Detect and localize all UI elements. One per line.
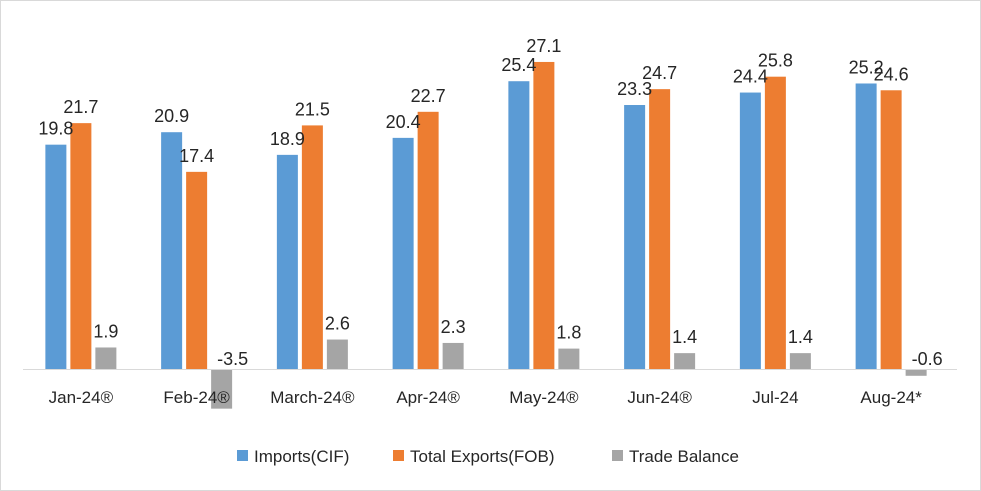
data-label-imports-cif-march-24: 18.9 [270, 129, 305, 149]
bar-trade-balance-may-24 [558, 348, 580, 369]
bar-trade-balance-jan-24 [95, 347, 117, 369]
data-label-imports-cif-jan-24: 19.8 [38, 119, 73, 139]
legend-swatch-total-exports-fob [393, 450, 404, 461]
bar-imports-cif-may-24 [508, 81, 530, 369]
data-label-trade-balance-jan-24: 1.9 [93, 321, 118, 341]
data-label-total-exports-fob-march-24: 21.5 [295, 99, 330, 119]
data-label-trade-balance-apr-24: 2.3 [441, 317, 466, 337]
data-label-trade-balance-aug-24: -0.6 [912, 349, 943, 369]
bars-layer [45, 61, 927, 409]
data-label-total-exports-fob-jun-24: 24.7 [642, 63, 677, 83]
bar-imports-cif-jul-24 [739, 92, 761, 369]
bar-imports-cif-aug-24 [855, 83, 877, 369]
bar-trade-balance-feb-24 [211, 369, 233, 409]
category-label-aug-24: Aug-24* [860, 388, 922, 407]
bar-imports-cif-jan-24 [45, 144, 67, 369]
bar-trade-balance-apr-24 [442, 342, 464, 369]
data-label-total-exports-fob-apr-24: 22.7 [411, 86, 446, 106]
bar-total-exports-fob-jan-24 [70, 123, 92, 369]
data-label-imports-cif-jun-24: 23.3 [617, 79, 652, 99]
data-label-total-exports-fob-feb-24: 17.4 [179, 146, 214, 166]
data-label-total-exports-fob-jan-24: 21.7 [63, 97, 98, 117]
legend-swatch-trade-balance [612, 450, 623, 461]
bar-trade-balance-jun-24 [674, 353, 696, 369]
bar-total-exports-fob-jun-24 [649, 89, 671, 370]
category-label-march-24: March-24® [270, 388, 355, 407]
data-label-imports-cif-may-24: 25.4 [501, 55, 536, 75]
data-label-imports-cif-feb-24: 20.9 [154, 106, 189, 126]
category-label-jan-24: Jan-24® [49, 388, 114, 407]
category-label-feb-24: Feb-24® [163, 388, 230, 407]
bar-imports-cif-apr-24 [392, 137, 414, 369]
bar-total-exports-fob-aug-24 [880, 90, 902, 370]
bar-total-exports-fob-jul-24 [764, 76, 786, 369]
category-label-jul-24: Jul-24 [752, 388, 798, 407]
category-axis-labels: Jan-24® Feb-24® March-24® Apr-24® May-24® Jun… [49, 388, 923, 407]
bar-trade-balance-march-24 [326, 339, 348, 369]
legend-swatch-imports-cif [237, 450, 248, 461]
bar-total-exports-fob-apr-24 [417, 111, 439, 370]
category-label-apr-24: Apr-24® [396, 388, 460, 407]
data-label-trade-balance-may-24: 1.8 [556, 323, 581, 343]
legend-label-imports-cif: Imports(CIF) [254, 447, 349, 466]
category-label-may-24: May-24® [509, 388, 579, 407]
bar-total-exports-fob-feb-24 [186, 171, 208, 369]
data-label-imports-cif-jul-24: 24.4 [733, 67, 768, 87]
bar-imports-cif-jun-24 [624, 105, 646, 370]
data-label-trade-balance-jul-24: 1.4 [788, 327, 813, 347]
bar-trade-balance-jul-24 [789, 353, 811, 369]
category-label-jun-24: Jun-24® [627, 388, 692, 407]
data-label-trade-balance-march-24: 2.6 [325, 314, 350, 334]
data-label-total-exports-fob-jul-24: 25.8 [758, 51, 793, 71]
data-label-total-exports-fob-aug-24: 24.6 [874, 64, 909, 84]
legend-label-total-exports-fob: Total Exports(FOB) [410, 447, 555, 466]
legend: Imports(CIF) Total Exports(FOB) Trade Bala… [237, 447, 739, 466]
bar-trade-balance-aug-24 [905, 369, 927, 376]
data-labels-layer: 19.821.7 1.9 20.9 17.4 -3.5 18.9 21.5 2.6 20.4 22… [38, 36, 942, 369]
data-label-imports-cif-apr-24: 20.4 [386, 112, 421, 132]
bar-imports-cif-march-24 [276, 154, 298, 369]
legend-label-trade-balance: Trade Balance [629, 447, 739, 466]
bar-total-exports-fob-march-24 [301, 125, 323, 369]
bar-imports-cif-feb-24 [161, 132, 183, 369]
data-label-trade-balance-jun-24: 1.4 [672, 327, 697, 347]
data-label-trade-balance-feb-24: -3.5 [217, 349, 248, 369]
data-label-imports-cif-aug-24: 25.2 [849, 57, 884, 77]
data-label-total-exports-fob-may-24: 27.1 [526, 36, 561, 56]
bar-total-exports-fob-may-24 [533, 61, 555, 369]
